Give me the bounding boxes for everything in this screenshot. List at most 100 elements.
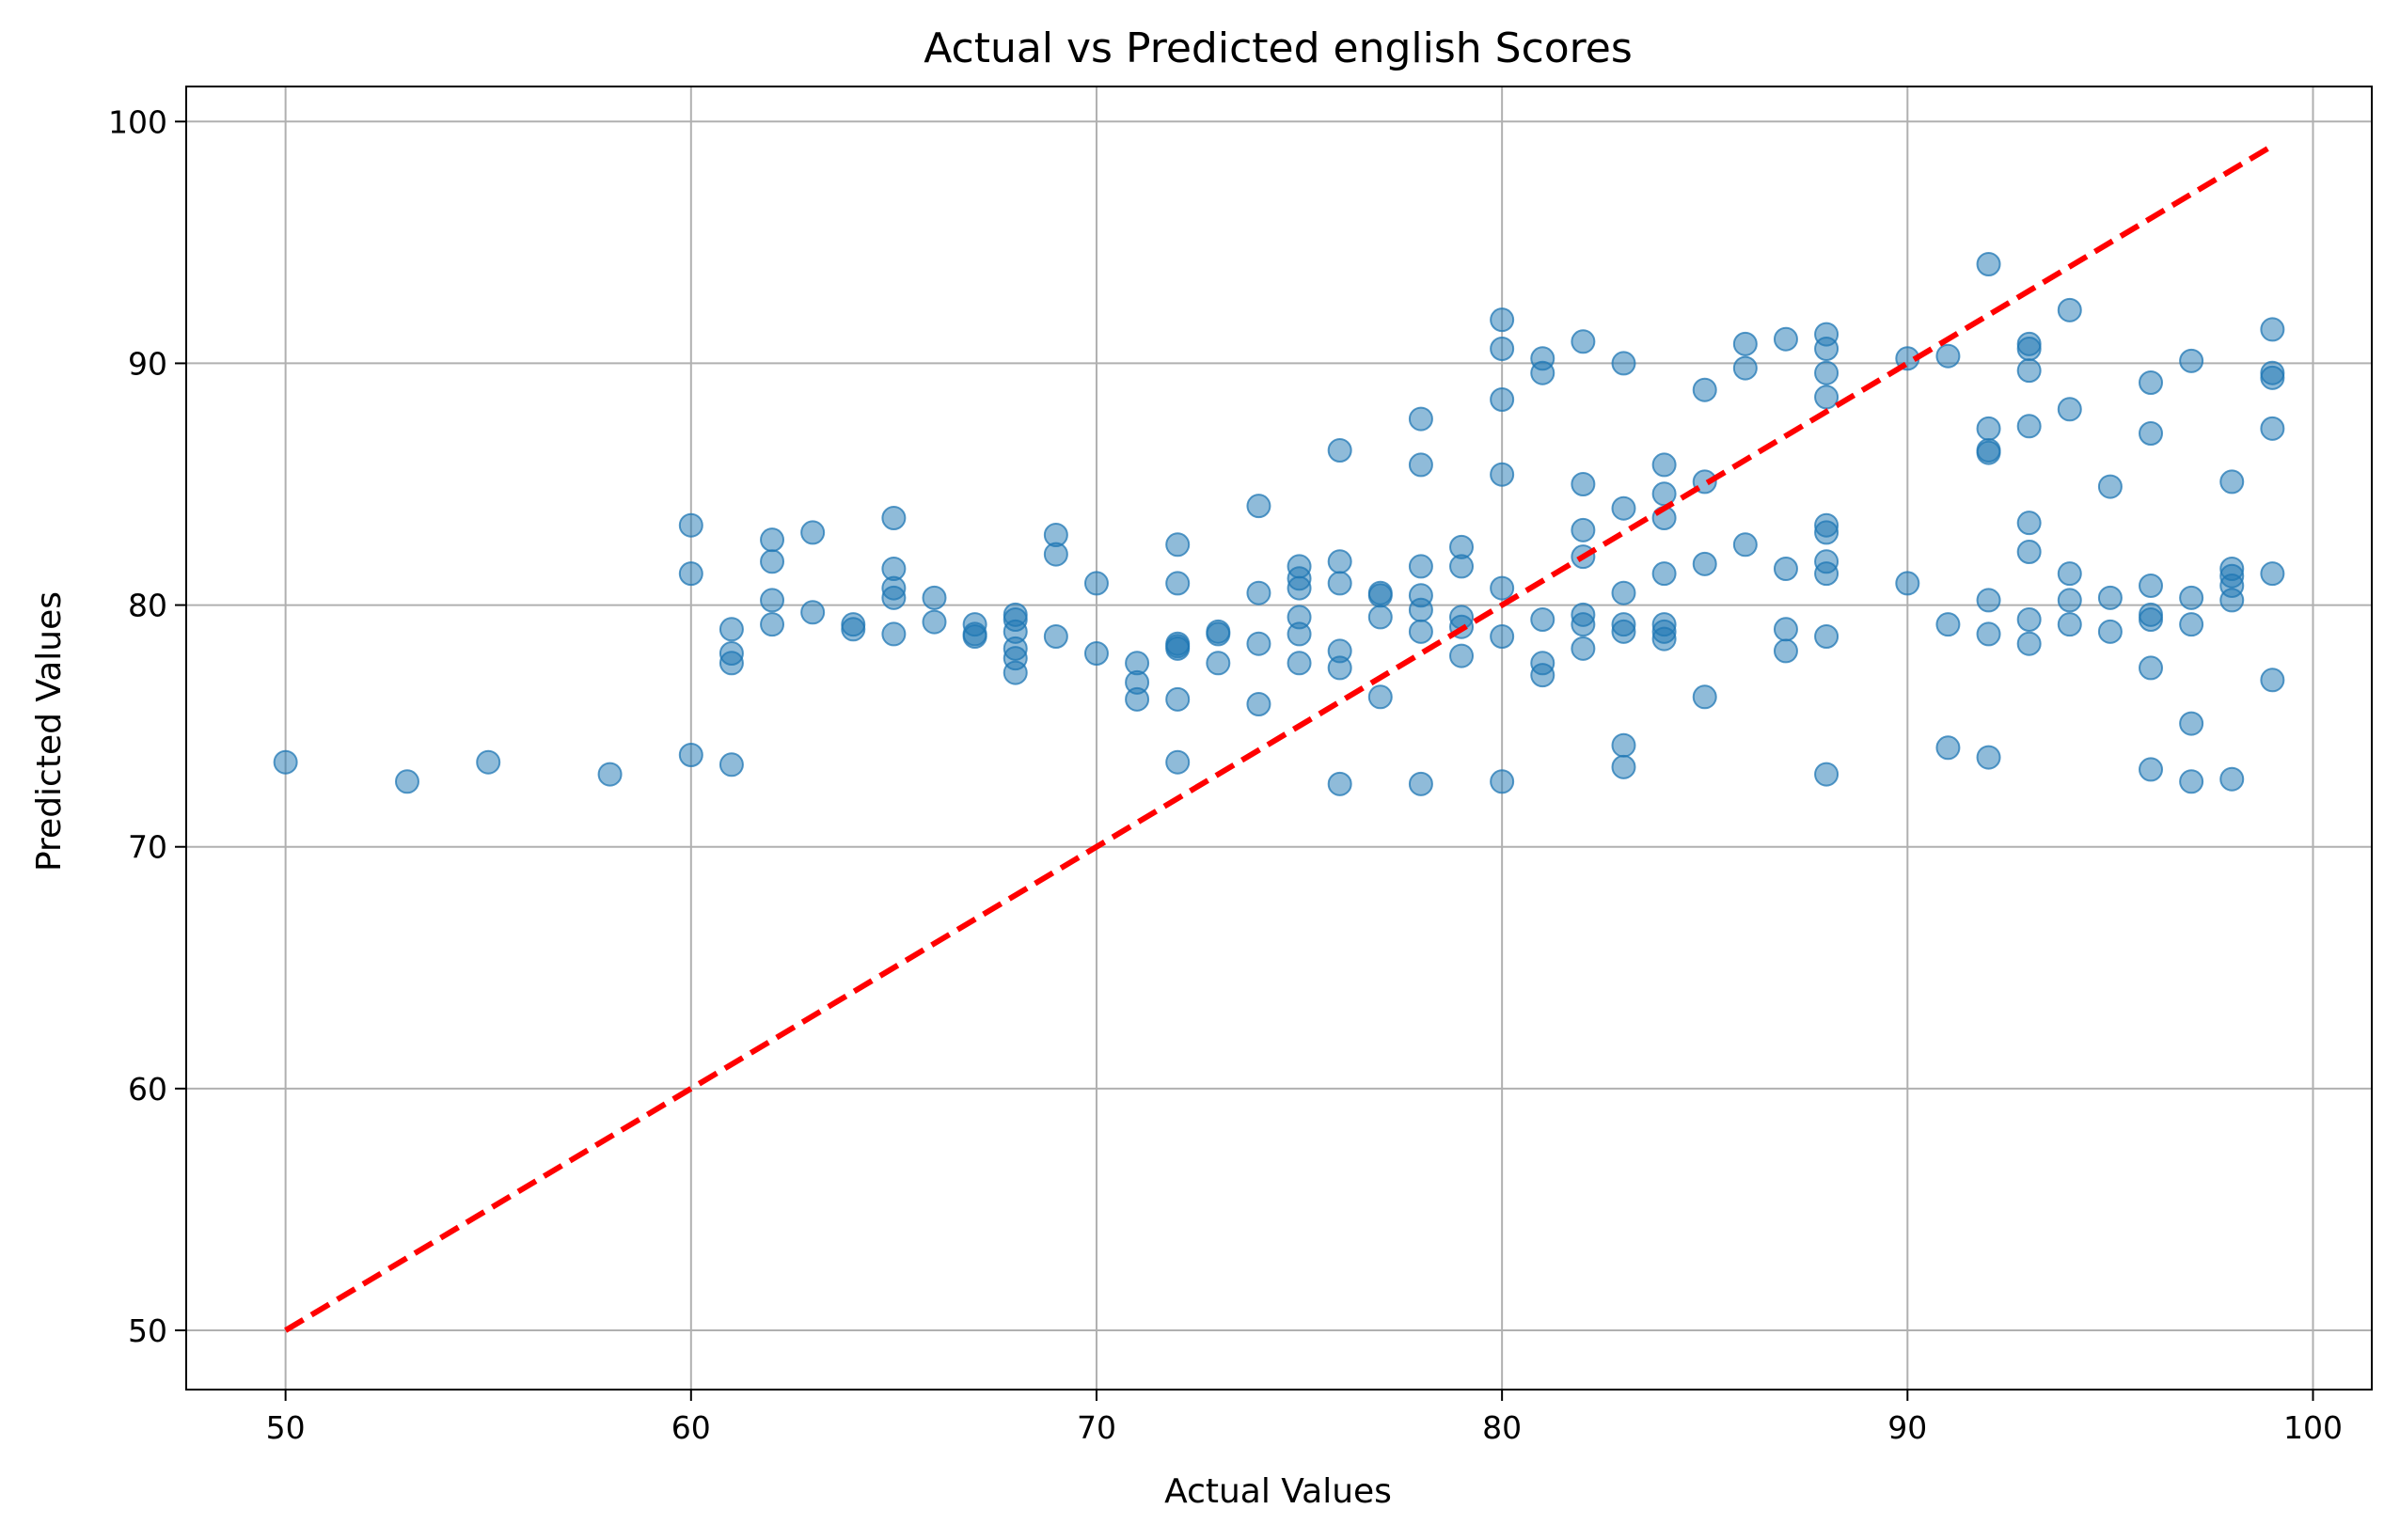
data-point xyxy=(881,506,907,530)
data-point xyxy=(2260,561,2285,587)
data-point xyxy=(1814,360,1839,385)
data-point xyxy=(760,612,785,637)
data-point xyxy=(760,549,785,574)
data-point xyxy=(2260,668,2285,693)
x-tick-label: 70 xyxy=(1077,1409,1116,1446)
data-point xyxy=(2179,585,2204,610)
data-point xyxy=(922,585,947,610)
data-point xyxy=(2260,317,2285,342)
data-point xyxy=(1692,469,1717,495)
data-point xyxy=(1732,532,1758,558)
data-point xyxy=(1246,580,1271,605)
data-point xyxy=(2057,397,2082,422)
reference-line-group xyxy=(284,143,2274,1333)
data-point xyxy=(1449,643,1475,668)
data-point xyxy=(1206,621,1231,647)
data-point xyxy=(1976,440,2001,465)
data-point xyxy=(1773,617,1798,642)
data-point xyxy=(1165,636,1191,661)
data-point xyxy=(2057,588,2082,613)
data-point xyxy=(1976,252,2001,276)
data-point xyxy=(1611,351,1636,376)
data-point xyxy=(1814,624,1839,649)
data-point xyxy=(881,621,907,647)
data-point xyxy=(1692,377,1717,402)
data-point xyxy=(2139,607,2164,632)
data-point xyxy=(2016,540,2042,564)
y-tick-label: 70 xyxy=(128,829,167,866)
data-point xyxy=(2139,655,2164,681)
data-point xyxy=(2179,612,2204,637)
data-point xyxy=(1773,326,1798,352)
data-point xyxy=(1327,655,1352,681)
data-point xyxy=(1165,686,1191,712)
data-point xyxy=(2139,421,2164,446)
data-point xyxy=(760,588,785,613)
data-point xyxy=(1611,754,1636,779)
data-point xyxy=(1895,571,1920,596)
data-point xyxy=(1083,571,1109,596)
grid xyxy=(186,86,2372,1390)
data-point xyxy=(1327,438,1352,463)
data-point xyxy=(1530,663,1555,688)
data-point xyxy=(1367,684,1393,710)
data-point xyxy=(1125,686,1150,712)
data-point xyxy=(718,617,744,642)
data-point xyxy=(962,624,987,649)
data-point xyxy=(2016,414,2042,439)
data-point xyxy=(1976,621,2001,647)
data-point xyxy=(1814,385,1839,410)
data-point xyxy=(2179,348,2204,373)
data-point xyxy=(1571,329,1596,354)
data-point xyxy=(1327,549,1352,574)
data-point xyxy=(1327,571,1352,596)
x-tick-label: 100 xyxy=(2283,1409,2343,1446)
data-point xyxy=(1490,307,1515,333)
data-point xyxy=(1814,337,1839,361)
data-point xyxy=(1530,607,1555,632)
data-point xyxy=(1246,494,1271,519)
data-point xyxy=(273,749,298,775)
data-point xyxy=(1814,520,1839,545)
data-point xyxy=(1935,735,1961,761)
data-point xyxy=(1814,762,1839,787)
data-point xyxy=(1043,624,1068,649)
data-point xyxy=(1408,554,1433,579)
data-point xyxy=(1490,624,1515,649)
data-point xyxy=(1732,355,1758,381)
data-point xyxy=(2057,612,2082,637)
x-tick-label: 50 xyxy=(266,1409,306,1446)
data-point xyxy=(2219,766,2245,792)
data-point xyxy=(881,585,907,610)
data-point xyxy=(1408,619,1433,644)
data-point xyxy=(2139,574,2164,598)
data-point xyxy=(1327,771,1352,796)
data-point xyxy=(1043,542,1068,567)
data-point xyxy=(1814,561,1839,587)
data-point xyxy=(2016,511,2042,536)
data-point xyxy=(1935,343,1961,369)
data-point xyxy=(1408,452,1433,478)
data-point xyxy=(1003,660,1028,685)
data-point xyxy=(476,749,501,775)
data-point xyxy=(394,769,419,794)
data-point xyxy=(1571,612,1596,637)
x-tick-label: 80 xyxy=(1482,1409,1522,1446)
data-point xyxy=(1490,575,1515,601)
data-point xyxy=(1571,472,1596,496)
data-point xyxy=(1165,571,1191,596)
data-point xyxy=(1611,580,1636,605)
data-point xyxy=(2139,757,2164,782)
data-point xyxy=(1651,561,1677,587)
data-point xyxy=(2016,337,2042,361)
plot-frame xyxy=(185,86,2373,1391)
y-axis-label: Predicted Values xyxy=(30,591,69,872)
data-point xyxy=(678,561,703,587)
data-point xyxy=(1935,612,1961,637)
data-point xyxy=(1490,337,1515,361)
y-tick-label: 50 xyxy=(128,1312,167,1349)
data-point xyxy=(1611,495,1636,521)
data-point xyxy=(760,527,785,553)
data-point xyxy=(1490,462,1515,487)
data-point xyxy=(1246,631,1271,656)
